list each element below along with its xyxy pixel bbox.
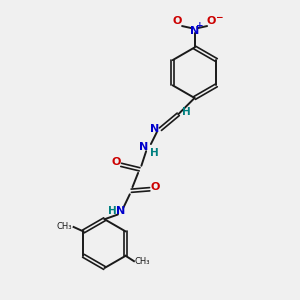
Text: N: N xyxy=(116,206,125,216)
Text: −: − xyxy=(215,13,223,22)
Text: O: O xyxy=(207,16,216,26)
Text: +: + xyxy=(196,21,204,30)
Text: CH₃: CH₃ xyxy=(134,257,150,266)
Text: N: N xyxy=(190,26,199,36)
Text: H: H xyxy=(150,148,159,158)
Text: H: H xyxy=(109,206,117,216)
Text: O: O xyxy=(112,158,121,167)
Text: H: H xyxy=(182,107,191,117)
Text: O: O xyxy=(173,16,182,26)
Text: N: N xyxy=(140,142,149,152)
Text: CH₃: CH₃ xyxy=(57,223,72,232)
Text: O: O xyxy=(150,182,159,192)
Text: N: N xyxy=(150,124,159,134)
